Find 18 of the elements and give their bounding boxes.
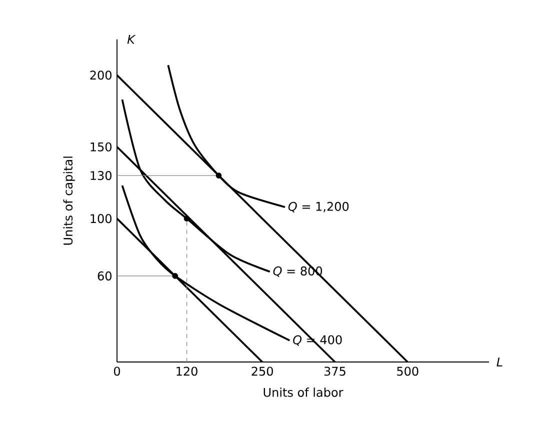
point <box>216 172 222 178</box>
x-tick-label: 120 <box>176 366 198 376</box>
y-tick-label: 150 <box>90 142 112 152</box>
y-tick-label: 200 <box>90 70 112 80</box>
x-tick-label: 250 <box>252 366 273 376</box>
series-label: Q = 1,200 <box>288 202 349 212</box>
point <box>184 216 190 222</box>
point <box>172 273 178 279</box>
annotation: K <box>127 34 136 44</box>
x-tick-label: 0 <box>114 366 120 376</box>
y-tick-label: 100 <box>90 214 112 224</box>
text: L <box>496 358 502 366</box>
y-tick-label: 130 <box>90 171 112 180</box>
y-tick-label: 60 <box>98 271 112 280</box>
x-tick-label: 375 <box>324 366 346 376</box>
x-axis-title: Units of labor <box>264 388 344 397</box>
y-axis-title: Units of capital <box>63 156 75 245</box>
x-tick-label: 500 <box>397 366 418 376</box>
